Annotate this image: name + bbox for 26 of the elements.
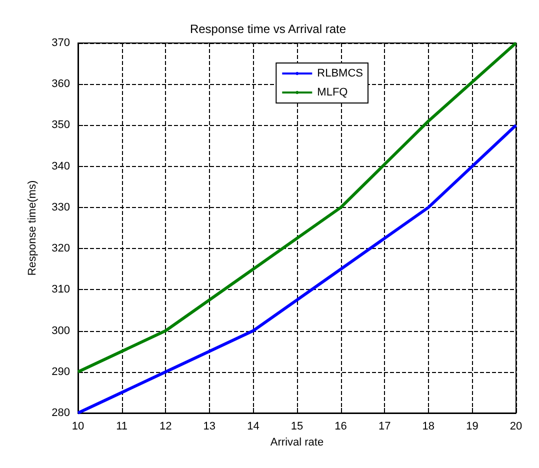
- y-tick-label: 320: [52, 242, 70, 255]
- legend-label: RLBMCS: [317, 68, 363, 80]
- legend-label: MLFQ: [317, 86, 348, 98]
- y-tick-label: 370: [52, 37, 70, 49]
- chart-title: Response time vs Arrival rate: [190, 22, 346, 36]
- x-tick-label: 10: [72, 420, 84, 432]
- y-tick-label: 310: [52, 284, 70, 296]
- x-axis-title: Arrival rate: [270, 436, 324, 448]
- x-tick-label: 13: [203, 420, 216, 432]
- y-tick-label: 290: [52, 366, 70, 378]
- x-tick-label: 12: [159, 420, 172, 432]
- y-tick-label: 360: [52, 78, 70, 90]
- x-tick-label: 16: [334, 420, 347, 432]
- x-tick-label: 11: [116, 420, 128, 432]
- y-tick-label: 280: [52, 407, 70, 419]
- y-tick-label: 350: [52, 119, 70, 132]
- x-tick-label: 14: [247, 420, 260, 432]
- x-tick-label: 17: [378, 420, 391, 432]
- y-axis-title: Response time(ms): [26, 180, 38, 276]
- y-tick-label: 340: [52, 160, 70, 172]
- y-tick-label: 300: [52, 324, 70, 337]
- x-tick-label: 19: [466, 420, 478, 432]
- x-tick-label: 18: [422, 420, 435, 432]
- x-tick-label: 15: [290, 420, 304, 432]
- x-tick-label: 20: [510, 420, 522, 432]
- y-tick-label: 330: [52, 201, 70, 214]
